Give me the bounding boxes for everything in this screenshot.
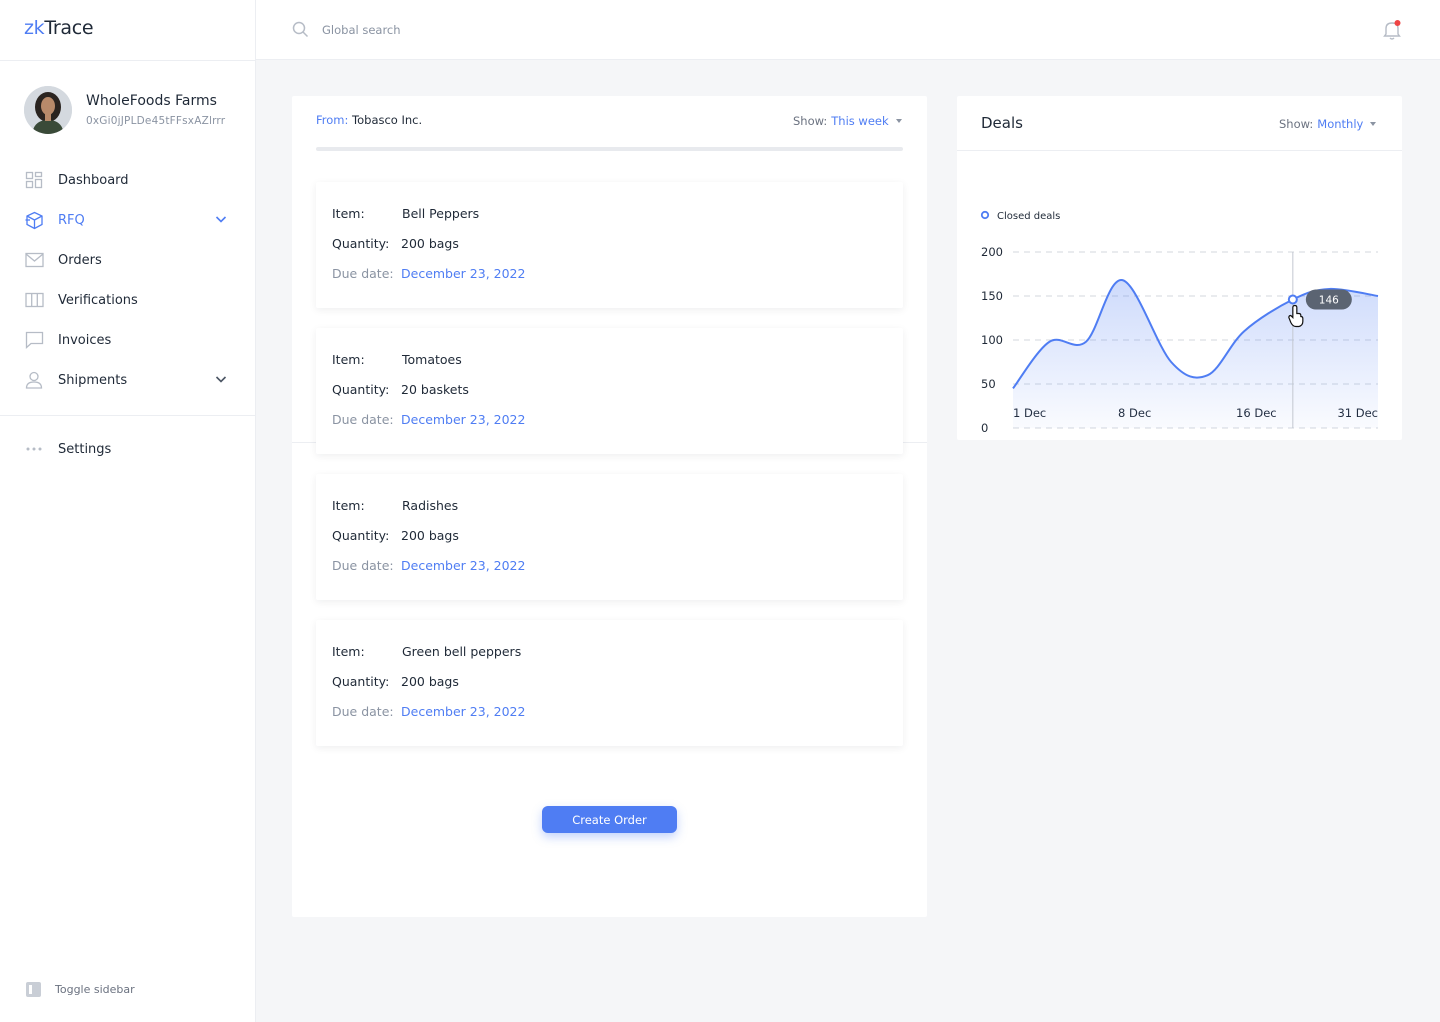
- notification-bell-icon[interactable]: [1382, 19, 1402, 45]
- sidebar-toggle-icon: [26, 982, 41, 997]
- deals-title: Deals: [981, 114, 1023, 132]
- area-fill: [1013, 280, 1378, 428]
- toggle-sidebar-label: Toggle sidebar: [55, 983, 135, 996]
- legend-marker: [980, 210, 990, 220]
- sidebar-item-label: RFQ: [58, 212, 85, 228]
- chat-icon: [24, 330, 44, 350]
- from-label: From: Tobasco Inc.: [316, 113, 423, 127]
- item-due-date: December 23, 2022: [401, 266, 526, 281]
- due-date-row: Due date: December 23, 2022: [332, 704, 526, 719]
- sidebar-item-label: Invoices: [58, 332, 112, 348]
- search-icon: [292, 21, 309, 42]
- sidebar: zkTrace WholeFoods Farms 0xGi0jJPLDe45tF…: [0, 0, 256, 1022]
- grid-icon: [24, 170, 44, 190]
- sidebar-item-invoices[interactable]: Invoices: [24, 328, 230, 352]
- caret-down-icon: [895, 119, 902, 123]
- item-name: Bell Peppers: [402, 206, 480, 221]
- user-icon: [24, 370, 44, 390]
- item-quantity: 20 baskets: [401, 382, 469, 397]
- caret-down-icon: [1370, 122, 1377, 126]
- y-tick-label: 50: [981, 377, 996, 391]
- wallet-address: 0xGi0jJPLDe45tFFsxAZlrrr: [86, 115, 226, 127]
- legend-label: Closed deals: [997, 211, 1060, 222]
- deals-period-value: Monthly: [1317, 117, 1364, 131]
- due-date-row: Due date: December 23, 2022: [332, 558, 526, 573]
- item-row: Item: Tomatoes: [332, 352, 462, 367]
- item-due-date: December 23, 2022: [401, 412, 526, 427]
- sidebar-item-dashboard[interactable]: Dashboard: [24, 168, 230, 192]
- user-profile[interactable]: WholeFoods Farms 0xGi0jJPLDe45tFFsxAZlrr…: [24, 86, 225, 134]
- sidebar-divider: [0, 60, 256, 61]
- toggle-sidebar-button[interactable]: Toggle sidebar: [26, 982, 135, 997]
- sidebar-item-orders[interactable]: Orders: [24, 248, 230, 272]
- sidebar-item-verifications[interactable]: Verifications: [24, 288, 230, 312]
- sidebar-item-rfq[interactable]: RFQ: [24, 208, 230, 232]
- data-point: [1287, 294, 1298, 305]
- order-item-card[interactable]: Item: Bell Peppers Quantity: 200 bags Du…: [316, 182, 903, 308]
- rfq-orders-panel: From: Tobasco Inc. Show: This week Item:…: [292, 96, 927, 917]
- sidebar-divider: [0, 415, 256, 416]
- app-logo[interactable]: zkTrace: [24, 17, 94, 39]
- quantity-row: Quantity: 200 bags: [332, 236, 459, 251]
- progress-bar: [316, 147, 903, 151]
- y-tick-label: 200: [981, 245, 1003, 259]
- series-line: [1012, 279, 1379, 390]
- create-order-button[interactable]: Create Order: [542, 806, 677, 833]
- item-due-date: December 23, 2022: [401, 704, 526, 719]
- mail-icon: [24, 250, 44, 270]
- quantity-row: Quantity: 20 baskets: [332, 382, 469, 397]
- hand-cursor-icon: [1288, 304, 1304, 328]
- item-name: Radishes: [402, 498, 459, 513]
- quantity-row: Quantity: 200 bags: [332, 674, 459, 689]
- item-quantity: 200 bags: [401, 674, 459, 689]
- item-quantity: 200 bags: [401, 236, 459, 251]
- box-icon: [24, 210, 44, 230]
- item-due-date: December 23, 2022: [401, 558, 526, 573]
- item-row: Item: Radishes: [332, 498, 459, 513]
- item-name: Tomatoes: [402, 352, 462, 367]
- more-dots-icon: [24, 439, 44, 459]
- sidebar-item-label: Settings: [58, 441, 112, 457]
- y-tick-label: 0: [981, 421, 988, 435]
- avatar: [24, 86, 72, 134]
- columns-icon: [24, 290, 44, 310]
- y-tick-label: 150: [981, 289, 1003, 303]
- global-search-input[interactable]: [322, 18, 722, 42]
- sidebar-item-label: Orders: [58, 252, 102, 268]
- order-item-card[interactable]: Item: Tomatoes Quantity: 20 baskets Due …: [316, 328, 903, 454]
- item-quantity: 200 bags: [401, 528, 459, 543]
- sidebar-item-label: Dashboard: [58, 172, 129, 188]
- sidebar-item-label: Shipments: [58, 372, 128, 388]
- order-item-card[interactable]: Item: Radishes Quantity: 200 bags Due da…: [316, 474, 903, 600]
- deals-panel: Deals Show: Monthly Closed deals 0 50 100 15…: [957, 96, 1402, 440]
- from-company: Tobasco Inc.: [352, 113, 423, 127]
- chevron-down-icon[interactable]: [214, 372, 228, 390]
- deals-period-dropdown[interactable]: Show: Monthly: [1279, 117, 1377, 131]
- order-item-card[interactable]: Item: Green bell peppers Quantity: 200 b…: [316, 620, 903, 746]
- sidebar-item-shipments[interactable]: Shipments: [24, 368, 230, 392]
- tooltip-value: 146: [1319, 295, 1339, 307]
- tooltip-bubble: [1305, 289, 1352, 310]
- chevron-down-icon[interactable]: [214, 212, 228, 230]
- quantity-row: Quantity: 200 bags: [332, 528, 459, 543]
- sidebar-item-settings[interactable]: Settings: [24, 437, 230, 461]
- item-row: Item: Bell Peppers: [332, 206, 480, 221]
- y-tick-label: 100: [981, 333, 1003, 347]
- item-name: Green bell peppers: [402, 644, 522, 659]
- sidebar-item-label: Verifications: [58, 292, 138, 308]
- period-filter-value: This week: [831, 114, 889, 128]
- profile-name: WholeFoods Farms: [86, 93, 217, 109]
- top-bar: [256, 0, 1440, 60]
- panel-divider: [957, 150, 1402, 151]
- period-filter-dropdown[interactable]: Show: This week: [793, 114, 902, 128]
- due-date-row: Due date: December 23, 2022: [332, 266, 526, 281]
- due-date-row: Due date: December 23, 2022: [332, 412, 526, 427]
- item-row: Item: Green bell peppers: [332, 644, 522, 659]
